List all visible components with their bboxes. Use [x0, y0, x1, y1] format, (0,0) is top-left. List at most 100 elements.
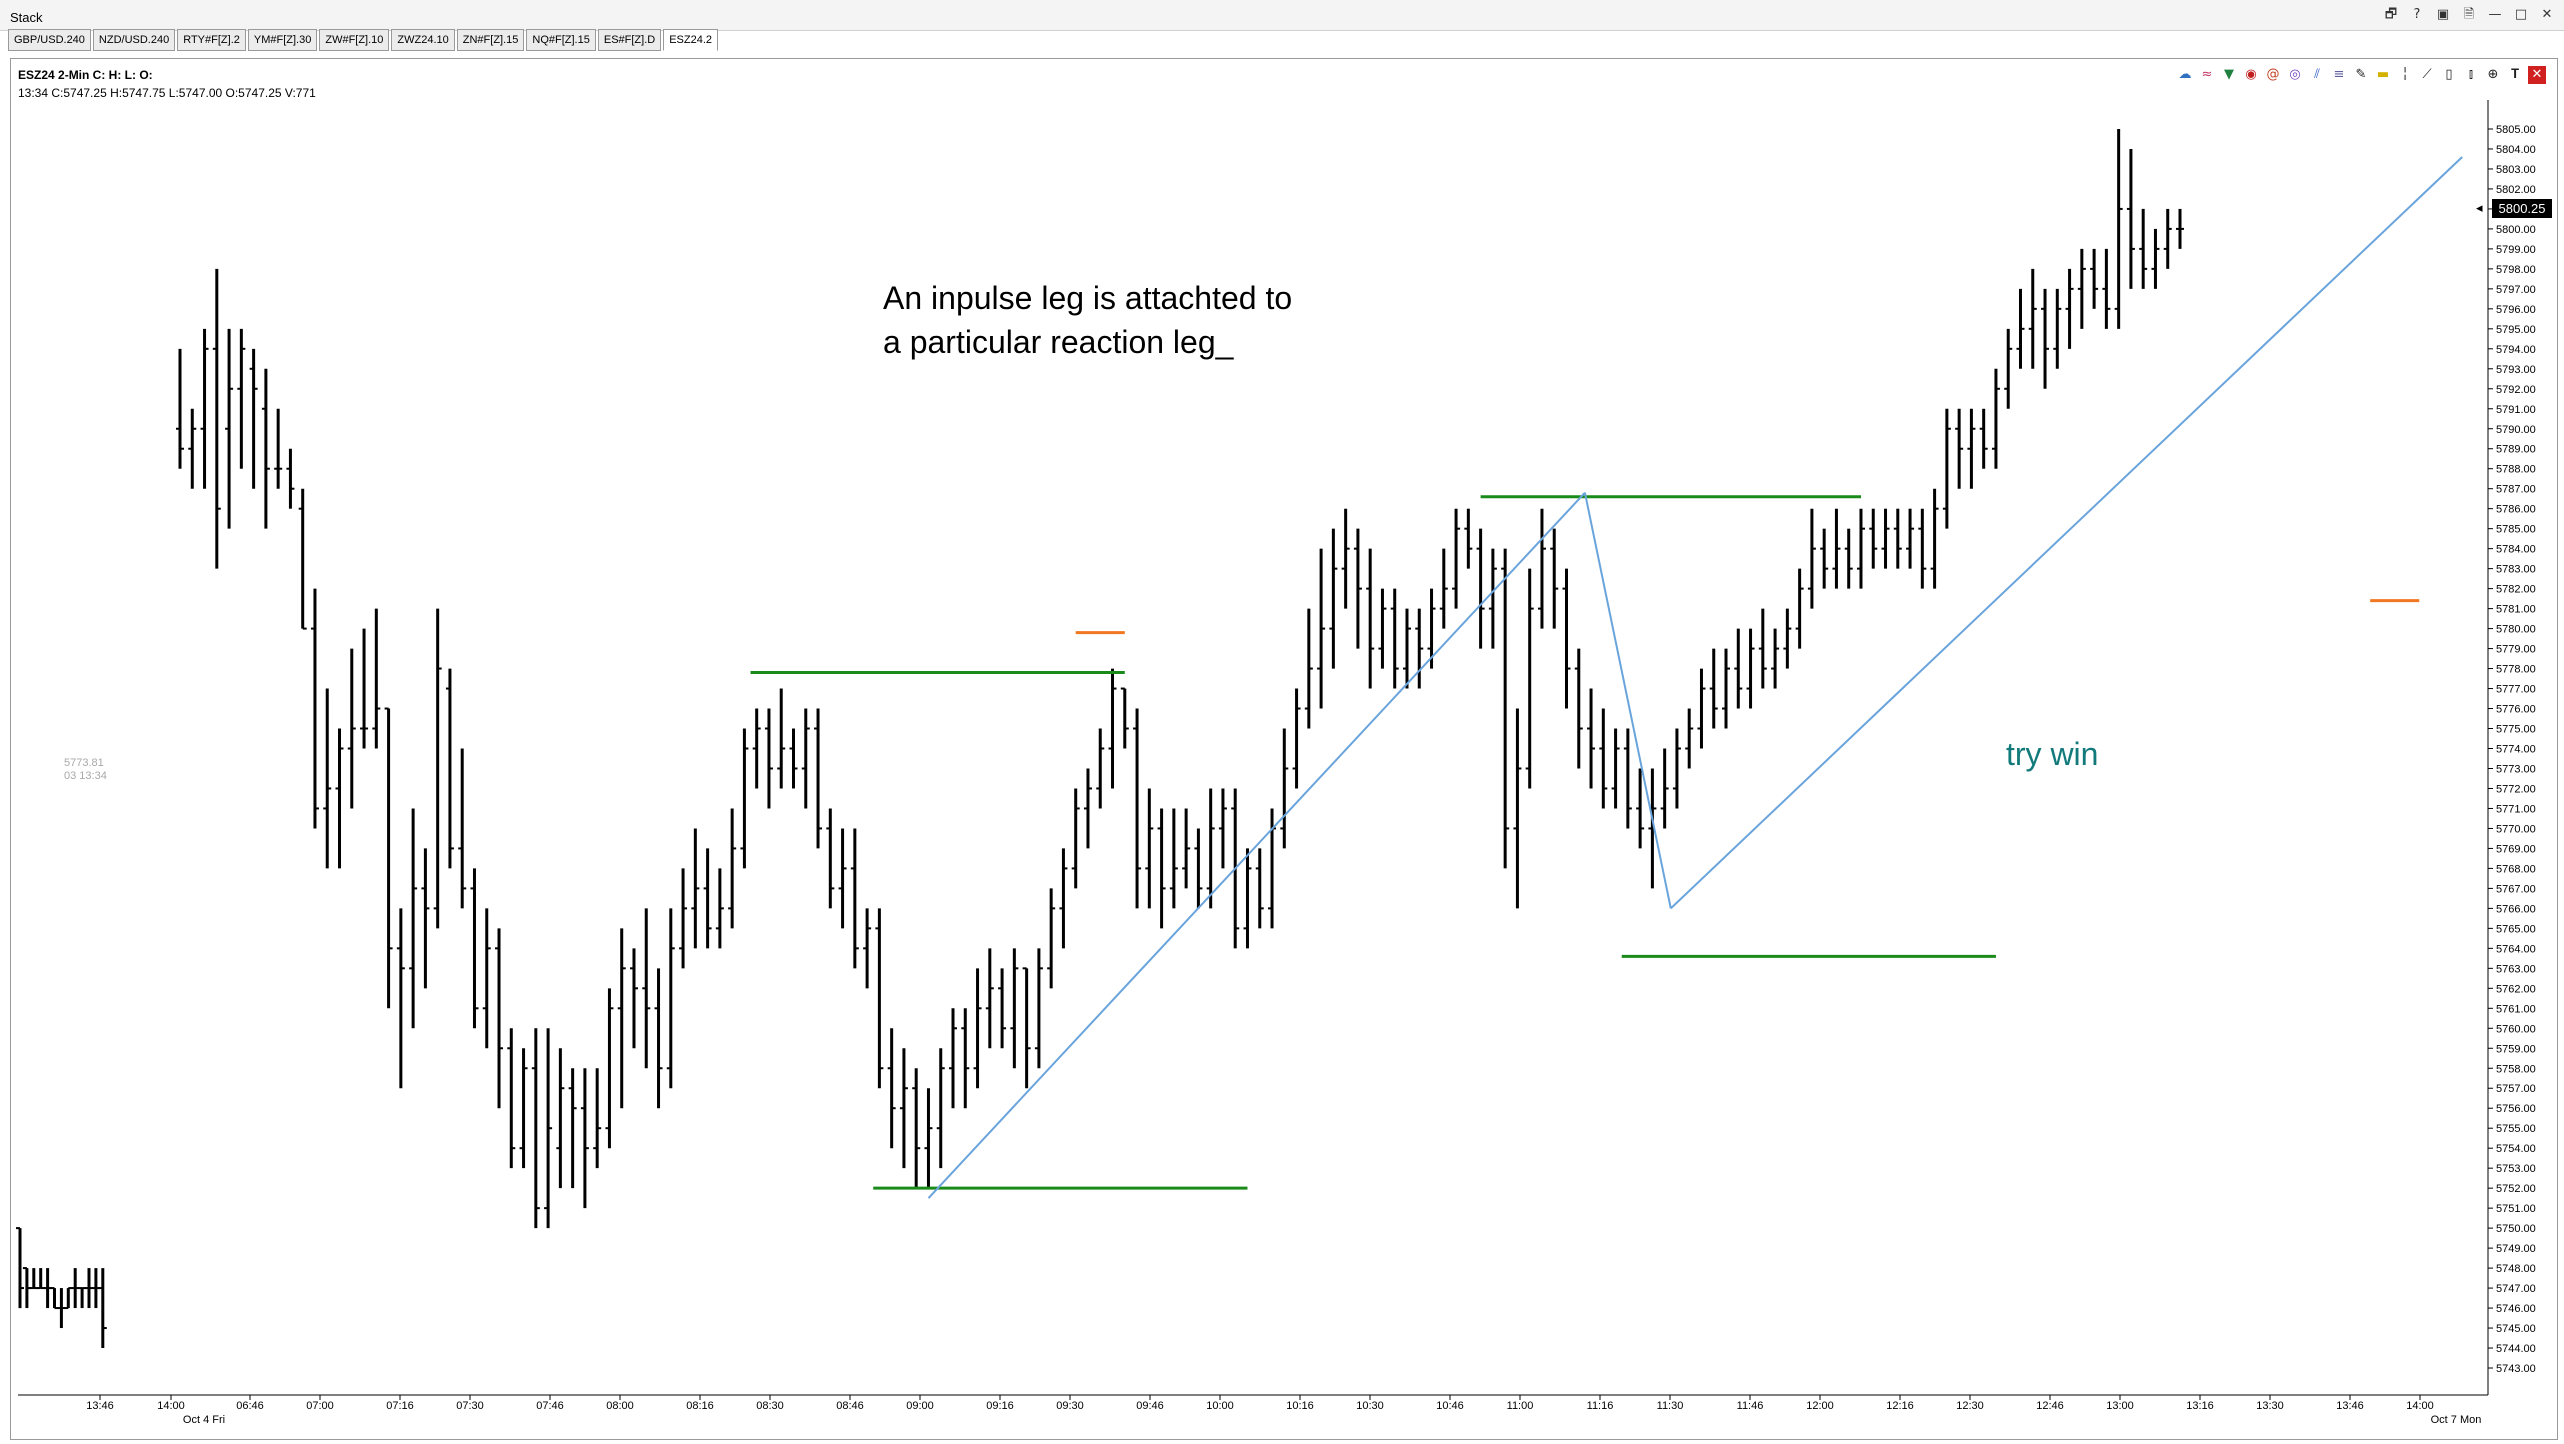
price-tick-label: 5748.00 [2496, 1263, 2536, 1275]
help-icon[interactable]: ? [2413, 7, 2421, 22]
tab-ym-f-z-30[interactable]: YM#F[Z].30 [247, 29, 318, 51]
time-tick-label: 07:30 [456, 1400, 484, 1412]
date-label: Oct 4 Fri [183, 1414, 225, 1426]
price-tick-label: 5788.00 [2496, 464, 2536, 476]
ruler-icon[interactable]: ≡ [2333, 67, 2345, 82]
price-tick-label: 5795.00 [2496, 324, 2536, 336]
funnel-icon[interactable]: ▼ [2224, 67, 2234, 82]
layout-icon[interactable]: 🗗 [2384, 7, 2398, 22]
cloud-icon[interactable]: ☁ [2178, 67, 2192, 82]
price-tick-label: 5797.00 [2496, 284, 2536, 296]
tab-es-f-z-d[interactable]: ES#F[Z].D [597, 29, 662, 51]
tab-nq-f-z-15[interactable]: NQ#F[Z].15 [526, 29, 596, 51]
bars-icon[interactable]: ⫾ [2468, 67, 2474, 82]
price-tick-label: 5780.00 [2496, 624, 2536, 636]
price-tick-label: 5794.00 [2496, 344, 2536, 356]
time-tick-label: 06:46 [236, 1400, 264, 1412]
time-tick-label: 11:30 [1657, 1400, 1684, 1412]
close-chart-icon[interactable]: ✕ [2528, 66, 2546, 84]
window-title: Stack [10, 10, 43, 25]
price-tick-label: 5775.00 [2496, 724, 2536, 736]
time-tick-label: 07:00 [306, 1400, 334, 1412]
gauge-icon[interactable]: ◉ [2245, 67, 2257, 82]
time-tick-label: 08:46 [836, 1400, 864, 1412]
tab-nzd-usd-240[interactable]: NZD/USD.240 [92, 29, 176, 51]
target-icon[interactable]: ◎ [2289, 67, 2301, 82]
price-tick-label: 5747.00 [2496, 1283, 2536, 1295]
price-tick-label: 5750.00 [2496, 1223, 2536, 1235]
time-tick-label: 13:00 [2106, 1400, 2134, 1412]
crosshair-time: 03 13:34 [64, 770, 107, 782]
time-tick-label: 09:16 [986, 1400, 1014, 1412]
price-tick-label: 5805.00 [2496, 124, 2536, 136]
tab-gbp-usd-240[interactable]: GBP/USD.240 [8, 29, 91, 51]
tab-esz24-2[interactable]: ESZ24.2 [663, 29, 719, 51]
trendline-icon[interactable]: ⟋ [2422, 67, 2432, 82]
price-tick-label: 5767.00 [2496, 883, 2536, 895]
vertical-line-icon[interactable]: ╎ [2401, 67, 2409, 82]
tab-zw-f-z-10[interactable]: ZW#F[Z].10 [319, 29, 390, 51]
tab-zwz24-10[interactable]: ZWZ24.10 [391, 29, 455, 51]
chart-info: ESZ24 2-Min C: H: L: O: 13:34 C:5747.25 … [18, 66, 316, 102]
symbol-tab-bar: GBP/USD.240 NZD/USD.240 RTY#F[Z].2 YM#F[Z].… [8, 29, 719, 51]
trendline [927, 492, 1586, 1199]
price-tick-label: 5762.00 [2496, 983, 2536, 995]
crosshair-readout: 5773.81 03 13:34 [64, 757, 107, 783]
price-tick-label: 5770.00 [2496, 823, 2536, 835]
date-label: Oct 7 Mon [2431, 1414, 2482, 1426]
maximize-icon[interactable]: □ [2514, 7, 2528, 22]
document-icon[interactable]: 🗎 [2463, 7, 2475, 22]
time-tick-label: 09:46 [1136, 1400, 1164, 1412]
time-tick-label: 12:00 [1806, 1400, 1834, 1412]
price-tick-label: 5783.00 [2496, 564, 2536, 576]
price-tick-label: 5787.00 [2496, 484, 2536, 496]
price-tick-label: 5768.00 [2496, 863, 2536, 875]
price-tick-label: 5751.00 [2496, 1203, 2536, 1215]
candle-icon[interactable]: ▯ [2445, 67, 2453, 82]
price-tick-label: 5774.00 [2496, 744, 2536, 756]
pencil-icon[interactable]: ✎ [2355, 67, 2367, 82]
price-tick-label: 5763.00 [2496, 963, 2536, 975]
price-tick-label: 5764.00 [2496, 943, 2536, 955]
price-tick-label: 5760.00 [2496, 1023, 2536, 1035]
price-tick-label: 5782.00 [2496, 584, 2536, 596]
spiral-icon[interactable]: @ [2266, 67, 2280, 82]
price-tick-label: 5798.00 [2496, 264, 2536, 276]
time-tick-label: 08:30 [756, 1400, 784, 1412]
price-tick-label: 5772.00 [2496, 783, 2536, 795]
price-tick-label: 5789.00 [2496, 444, 2536, 456]
time-tick-label: 14:00 [157, 1400, 185, 1412]
trendline [1670, 156, 2463, 910]
tab-zn-f-z-15[interactable]: ZN#F[Z].15 [456, 29, 525, 51]
time-tick-label: 10:00 [1206, 1400, 1234, 1412]
price-tick-label: 5755.00 [2496, 1123, 2536, 1135]
price-tick-label: 5771.00 [2496, 803, 2536, 815]
minimize-icon[interactable]: — [2488, 7, 2502, 22]
price-tick-label: 5792.00 [2496, 384, 2536, 396]
close-window-icon[interactable]: ✕ [2541, 7, 2553, 22]
price-tick-label: 5791.00 [2496, 404, 2536, 416]
crosshair-icon[interactable]: ⊕ [2487, 67, 2499, 82]
time-tick-label: 12:46 [2036, 1400, 2064, 1412]
price-tick-label: 5766.00 [2496, 903, 2536, 915]
price-tick-label: 5779.00 [2496, 644, 2536, 656]
price-tick-label: 5761.00 [2496, 1003, 2536, 1015]
text-tool-icon[interactable]: 𝐓 [2510, 67, 2520, 82]
time-tick-label: 08:16 [686, 1400, 714, 1412]
price-tick-label: 5800.00 [2496, 224, 2536, 236]
price-tick-label: 5754.00 [2496, 1143, 2536, 1155]
diagonal-lines-icon[interactable]: ⫽ [2314, 67, 2320, 82]
symbol-header: ESZ24 2-Min C: H: L: O: [18, 68, 153, 82]
settings-window-icon[interactable]: ▣ [2436, 7, 2450, 22]
price-tick-label: 5746.00 [2496, 1303, 2536, 1315]
time-tick-label: 11:16 [1587, 1400, 1614, 1412]
rectangle-icon[interactable]: ▬ [2376, 67, 2390, 82]
tab-rty-f-z-2[interactable]: RTY#F[Z].2 [177, 29, 246, 51]
last-price-tag: 5800.25 [2492, 199, 2552, 218]
time-tick-label: 11:00 [1507, 1400, 1534, 1412]
price-tick-label: 5803.00 [2496, 164, 2536, 176]
time-tick-label: 14:00 [2406, 1400, 2434, 1412]
waves-icon[interactable]: ≈ [2201, 67, 2213, 82]
crosshair-price: 5773.81 [64, 757, 104, 769]
